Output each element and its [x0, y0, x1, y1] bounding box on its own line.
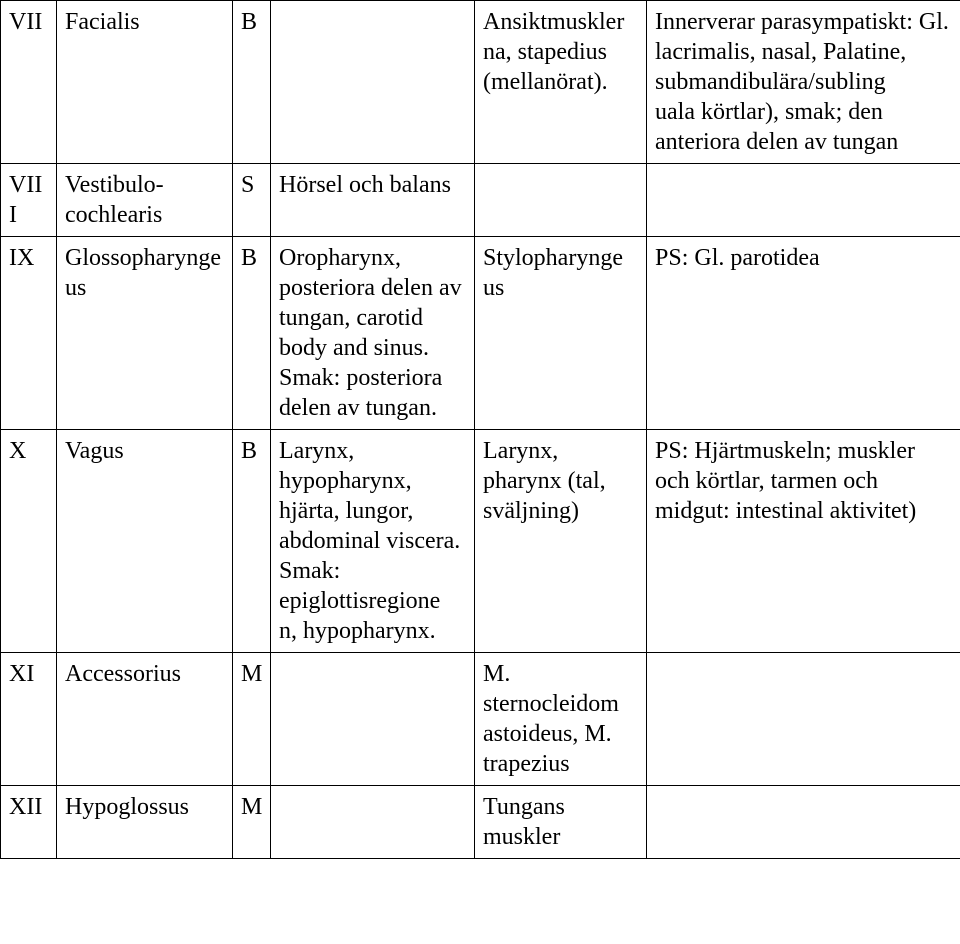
cell-name: Hypoglossus	[57, 786, 233, 859]
cell-col4	[271, 653, 475, 786]
cell-col5: Larynx, pharynx (tal, sväljning)	[475, 430, 647, 653]
cell-name: Vestibulo-cochlearis	[57, 164, 233, 237]
cell-col4: Hörsel och balans	[271, 164, 475, 237]
cell-type: M	[233, 653, 271, 786]
cell-col5: M. sternocleidomastoideus, M. trapezius	[475, 653, 647, 786]
cell-type: B	[233, 1, 271, 164]
cell-col6: PS: Hjärtmuskeln; muskler och körtlar, t…	[647, 430, 960, 653]
cranial-nerves-table: VII Facialis B Ansiktmusklerna, stapediu…	[0, 0, 960, 859]
cell-col4	[271, 1, 475, 164]
table-body: VII Facialis B Ansiktmusklerna, stapediu…	[1, 1, 960, 859]
cell-col5	[475, 164, 647, 237]
cell-num: VII	[1, 1, 57, 164]
cell-num: VIII	[1, 164, 57, 237]
cell-col5: Tungans muskler	[475, 786, 647, 859]
cell-name: Glossopharyngeus	[57, 237, 233, 430]
cell-name: Vagus	[57, 430, 233, 653]
table-row: IX Glossopharyngeus B Oropharynx, poster…	[1, 237, 960, 430]
cell-num: XI	[1, 653, 57, 786]
cell-col5: Stylopharyngeus	[475, 237, 647, 430]
cell-num: IX	[1, 237, 57, 430]
cell-col6	[647, 786, 960, 859]
table-row: VIII Vestibulo-cochlearis S Hörsel och b…	[1, 164, 960, 237]
cell-col6	[647, 653, 960, 786]
cell-name: Accessorius	[57, 653, 233, 786]
cell-col4: Oropharynx, posteriora delen av tungan, …	[271, 237, 475, 430]
cell-col6	[647, 164, 960, 237]
cell-num: X	[1, 430, 57, 653]
cell-col6: Innerverar parasympatiskt: Gl. lacrimali…	[647, 1, 960, 164]
cell-type: M	[233, 786, 271, 859]
cell-col6: PS: Gl. parotidea	[647, 237, 960, 430]
table-row: X Vagus B Larynx, hypopharynx, hjärta, l…	[1, 430, 960, 653]
cell-name: Facialis	[57, 1, 233, 164]
table-row: VII Facialis B Ansiktmusklerna, stapediu…	[1, 1, 960, 164]
cell-num: XII	[1, 786, 57, 859]
cell-col4: Larynx, hypopharynx, hjärta, lungor, abd…	[271, 430, 475, 653]
cell-col5: Ansiktmusklerna, stapedius (mellanörat).	[475, 1, 647, 164]
cell-type: B	[233, 237, 271, 430]
cell-type: B	[233, 430, 271, 653]
cell-type: S	[233, 164, 271, 237]
table-row: XI Accessorius M M. sternocleidomastoide…	[1, 653, 960, 786]
table-row: XII Hypoglossus M Tungans muskler	[1, 786, 960, 859]
cell-col4	[271, 786, 475, 859]
